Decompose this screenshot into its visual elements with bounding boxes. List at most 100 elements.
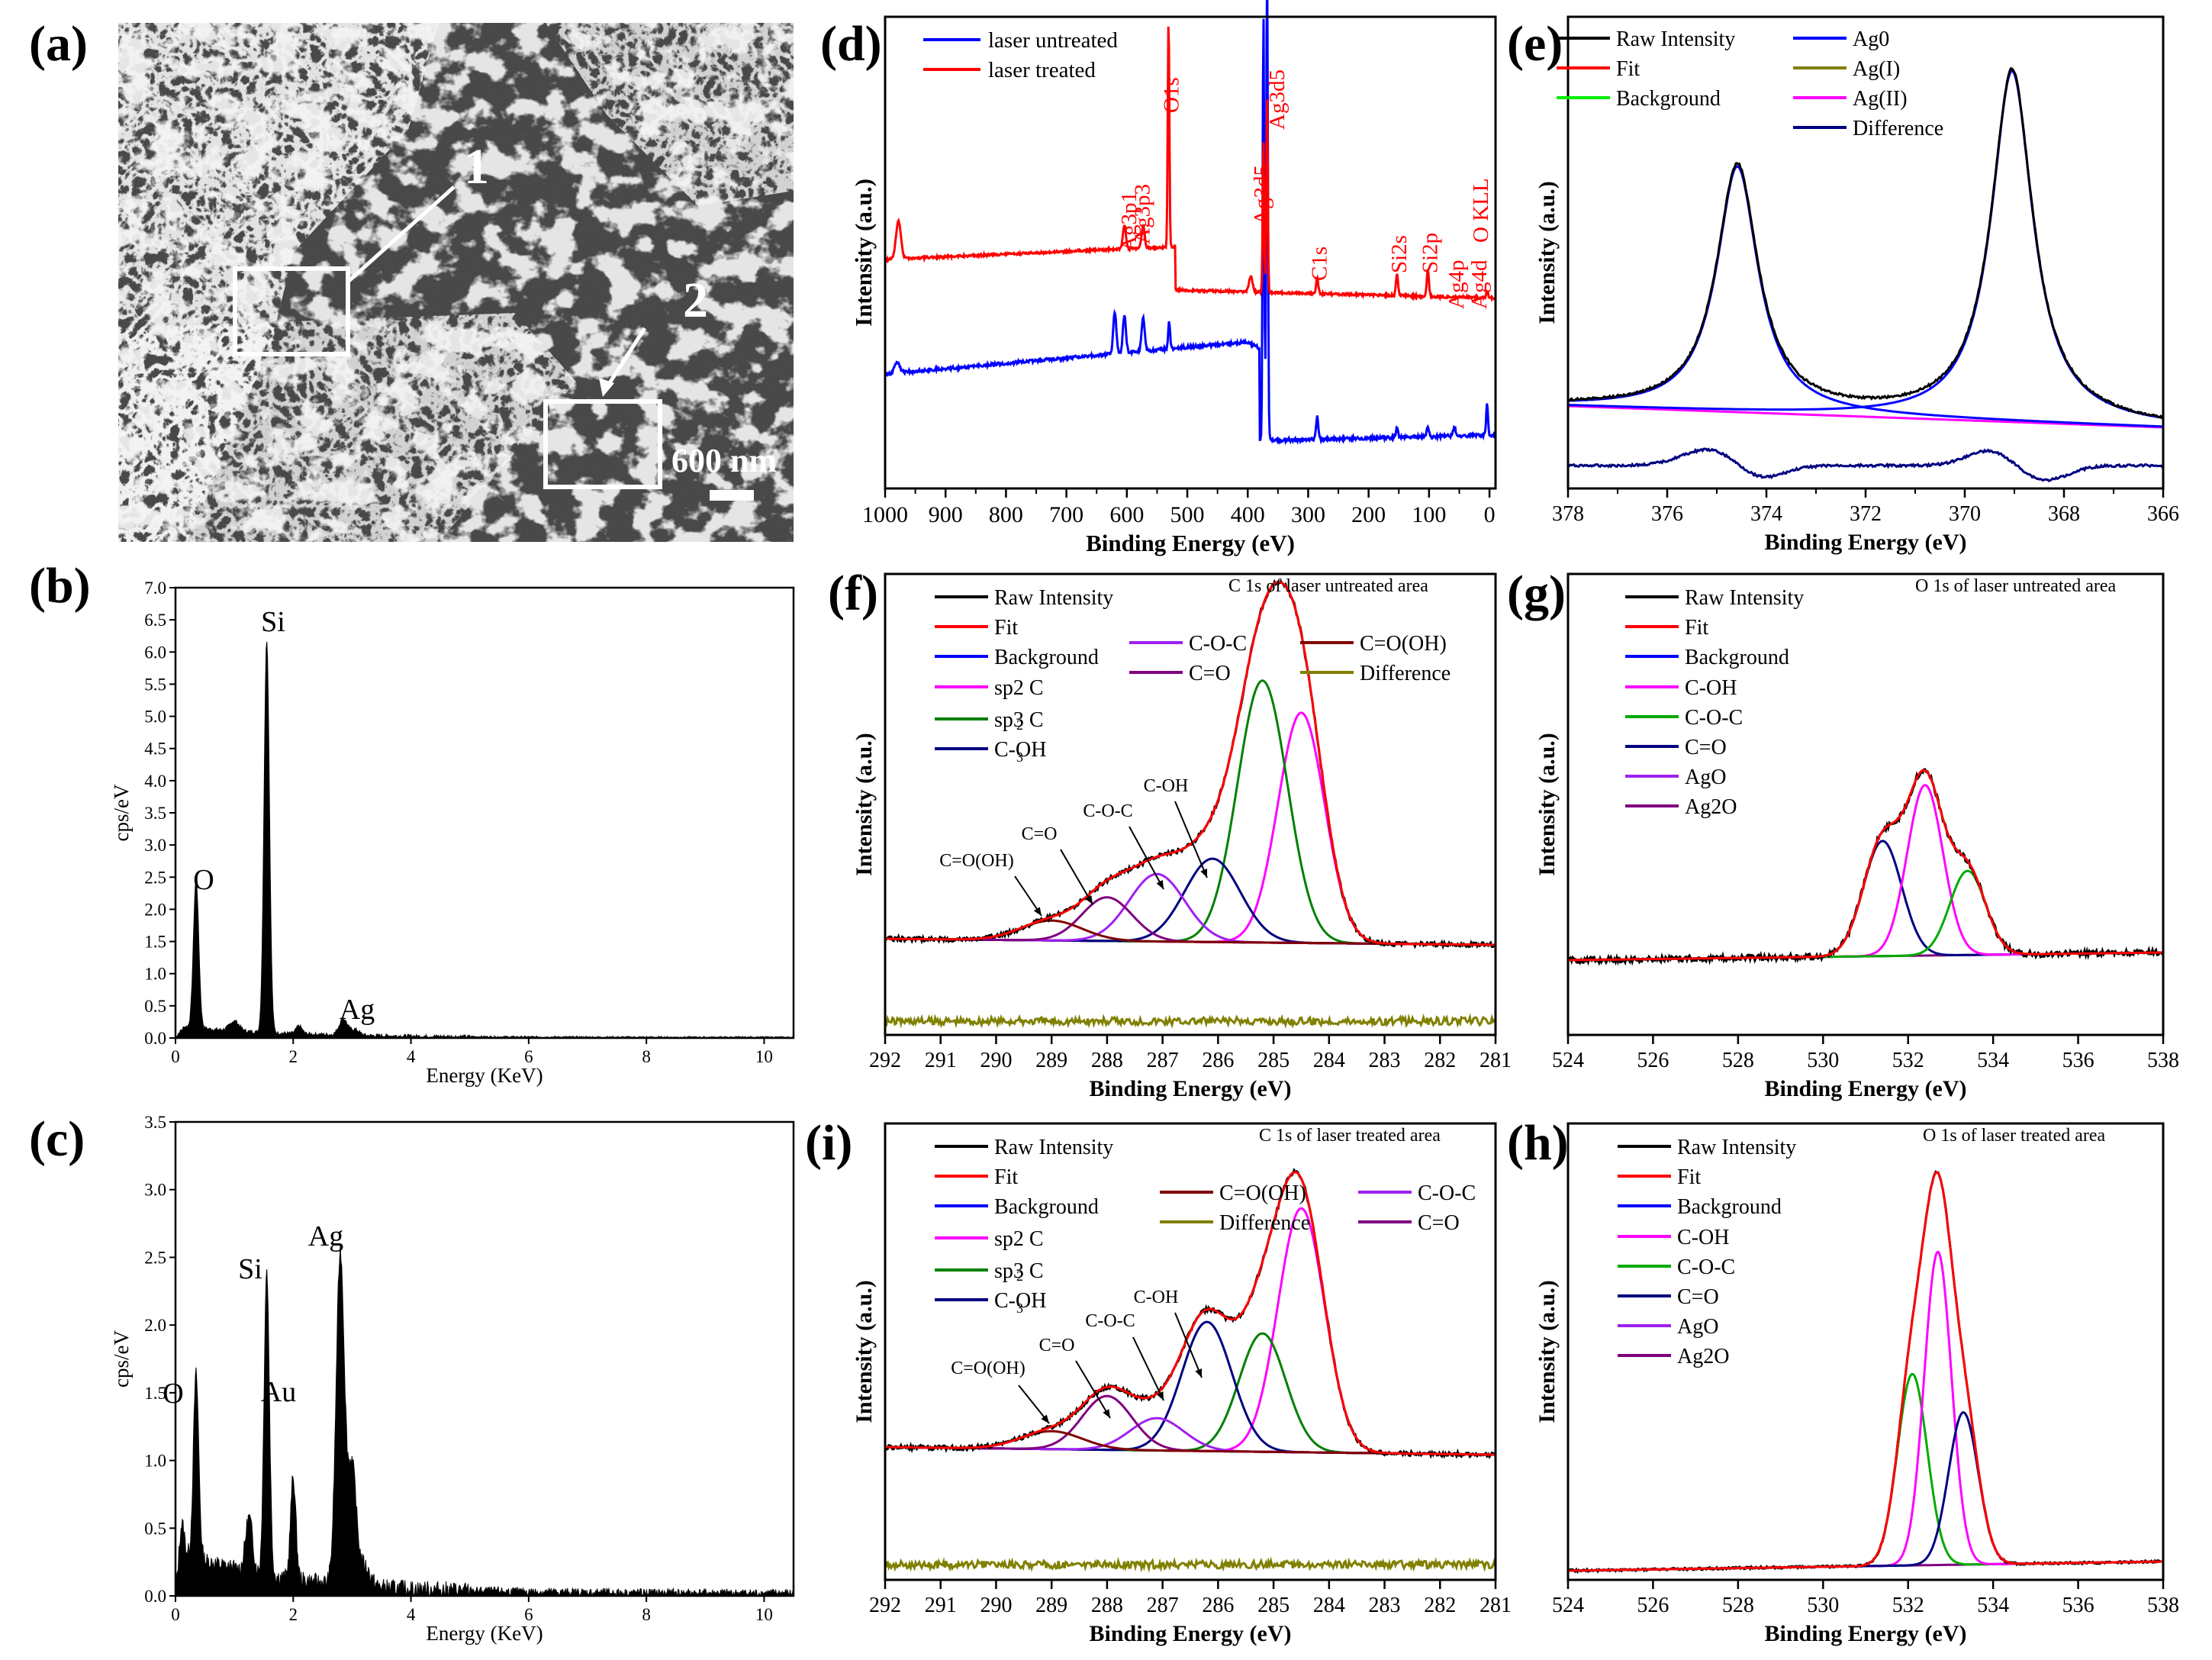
legend-label: Raw Intensity [1677, 1136, 1796, 1159]
y-axis-label: cps/eV [114, 784, 133, 841]
annotation-arrowhead [1085, 895, 1093, 904]
x-tick-label: 286 [1202, 1049, 1234, 1072]
fit-line [885, 1171, 1496, 1456]
x-tick-label: 282 [1424, 1594, 1456, 1617]
x-axis-label: Binding Energy (eV) [1764, 1621, 1966, 1646]
superscript: 2 [1016, 1268, 1023, 1284]
x-axis-label: Binding Energy (eV) [1764, 530, 1966, 555]
x-tick-label: 376 [1651, 502, 1683, 526]
y-tick-label: 4.0 [144, 772, 166, 791]
x-tick-label: 0 [171, 1605, 180, 1624]
superscript: 3 [1016, 1301, 1023, 1316]
x-tick-label: 281 [1479, 1594, 1511, 1617]
x-tick-label: 400 [1231, 502, 1265, 527]
x-tick-label: 282 [1424, 1049, 1456, 1072]
inset-title: O 1s of laser untreated area [1915, 576, 2117, 596]
x-axis-label: Binding Energy (eV) [1764, 1076, 1966, 1101]
legend-label: Fit [994, 616, 1018, 640]
y-tick-label: 5.5 [144, 675, 166, 694]
panel-label-c: (c) [29, 1111, 85, 1167]
peak-annotation: Ag4p [1444, 260, 1469, 309]
y-tick-label: 0.0 [144, 1587, 166, 1606]
peak-annotation: C-OH [1144, 776, 1189, 796]
y-tick-label: 3.0 [144, 1181, 166, 1200]
x-tick-label: 100 [1412, 502, 1446, 527]
legend-label-treated: laser treated [988, 58, 1096, 82]
y-tick-label: 2.0 [144, 900, 166, 919]
eds-chart-c: 0.0 0.5 1.0 1.5 2.0 2.5 3.0 3.5 0 2 4 6 8 10 Energy (K… [114, 1114, 795, 1645]
peak-annotation: C-O-C [1083, 801, 1132, 821]
legend-label: sp2 C [994, 1227, 1044, 1251]
sem-scale-bar [710, 490, 754, 501]
annotation-arrow [1129, 826, 1164, 890]
legend-label: Difference [1853, 117, 1943, 140]
y-tick-label: 6.5 [144, 611, 166, 630]
x-tick-label: 8 [642, 1605, 651, 1624]
x-tick-label: 283 [1369, 1594, 1401, 1617]
peak-label-si: Si [238, 1253, 262, 1285]
plot-frame [884, 15, 1497, 490]
x-tick-label: 536 [2062, 1049, 2094, 1072]
component-peak-c-oh [885, 857, 1496, 946]
legend-label: C-OH [994, 738, 1046, 762]
y-axis-label: Intensity (a.u.) [1534, 1280, 1560, 1423]
legend-label: Difference [1360, 662, 1451, 685]
fit-line [1568, 1171, 2163, 1572]
legend-label: C-OH [994, 1289, 1046, 1313]
plot-frame [174, 1120, 795, 1597]
superscript: 3 [1016, 749, 1023, 765]
annotation-arrowhead [1156, 1391, 1164, 1401]
y-axis-label: Intensity (a.u.) [850, 179, 877, 327]
difference-line [884, 1013, 1496, 1029]
x-tick-label: 1000 [862, 502, 908, 527]
annotation-arrow [1174, 801, 1208, 878]
sem-scale-bar-label: 600 nm [671, 442, 777, 479]
legend-label: C=O [1418, 1211, 1460, 1235]
xps-ag3d-chart-e: 378 376 374 372 370 368 366 Binding Energy (eV)… [1534, 15, 2179, 555]
x-tick-label: 291 [925, 1594, 957, 1617]
legend-label: Fit [994, 1165, 1018, 1189]
plot-frame [1566, 572, 2165, 1036]
legend-label: C-OH [1685, 676, 1737, 700]
y-tick-label: 0.5 [144, 997, 166, 1016]
legend-label: C-OH [1677, 1226, 1729, 1249]
legend-label: C=O [1189, 662, 1231, 685]
y-axis-label: Intensity (a.u.) [852, 733, 877, 876]
x-tick-label: 10 [755, 1047, 773, 1066]
legend-label: Raw Intensity [994, 586, 1113, 610]
panel-label-b: (b) [29, 558, 91, 614]
peak-annotation: Si2p [1418, 233, 1442, 273]
raw-intensity-line [884, 1167, 1497, 1459]
legend-label: sp3 C [994, 708, 1044, 732]
legend-label-untreated: laser untreated [988, 28, 1118, 53]
xps-c1s-untreated-chart-f: 292 291 290 289 288 287 286 285 284 283 282 281 Bind… [852, 572, 1511, 1101]
x-tick-label: 368 [2048, 502, 2080, 526]
x-tick-label: 534 [1977, 1594, 2009, 1617]
component-peak-c-oh [1568, 1250, 2163, 1572]
x-tick-label: 2 [289, 1047, 298, 1066]
legend-label: Background [1677, 1195, 1782, 1219]
peak-annotation: Ag3d5 [1265, 69, 1290, 130]
legend-label: C-O-C [1418, 1181, 1476, 1205]
y-tick-label: 5.0 [144, 708, 166, 727]
x-tick-label: 288 [1091, 1594, 1123, 1617]
panel-label-d: (d) [820, 16, 882, 72]
y-tick-label: 6.0 [144, 643, 166, 662]
legend-label: Ag2O [1685, 795, 1737, 819]
x-tick-label: 524 [1552, 1049, 1584, 1072]
difference-line [884, 1556, 1497, 1573]
legend-label: Raw Intensity [1685, 586, 1804, 610]
annotation-arrowhead [1200, 869, 1208, 878]
panel-label-g: (g) [1507, 566, 1566, 621]
x-tick-label: 526 [1637, 1049, 1669, 1072]
peak-annotation: C1s [1307, 247, 1331, 281]
annotation-arrowhead [1195, 1368, 1203, 1378]
fit-line [885, 581, 1496, 946]
x-tick-label: 532 [1892, 1049, 1924, 1072]
xps-c1s-treated-chart-i: 292 291 290 289 288 287 286 285 284 283 282 281 Bind… [852, 1122, 1511, 1646]
x-tick-label: 538 [2147, 1594, 2179, 1617]
legend-label: C-O-C [1677, 1255, 1735, 1279]
peak-annotation: O KLL [1469, 178, 1493, 243]
y-tick-label: 2.5 [144, 1248, 166, 1267]
x-axis-label: Binding Energy (eV) [1089, 1076, 1291, 1101]
